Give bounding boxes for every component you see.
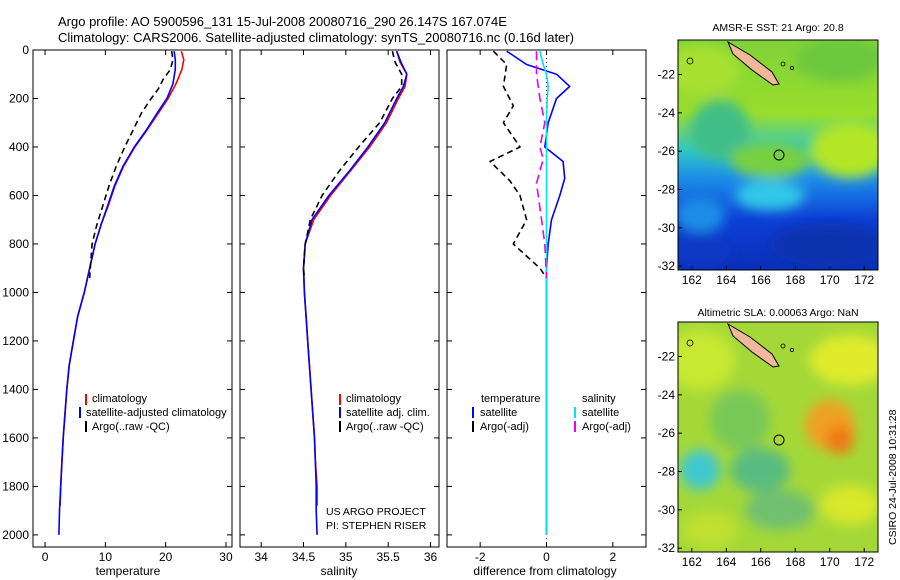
map-x-tick-label: 172 [854,273,874,287]
x-tick-label: 10 [99,550,113,564]
x-tick-label: 2 [609,550,616,564]
series-line-argo-raw-qc [88,51,174,278]
figure-title-line1: Argo profile: AO 5900596_131 15-Jul-2008… [58,14,507,29]
x-tick-label: 0 [42,550,49,564]
y-tick-label: 400 [9,140,29,154]
legend-label-sal-argo: Argo(-adj) [582,421,631,433]
y-tick-label: 600 [9,188,29,202]
series-line-temperature-argo-adj [489,50,548,279]
legend-label-climatology: climatology [346,393,402,405]
series-line-satellite-adjusted-climatology [58,51,177,535]
legend-heading-temperature: temperature [481,393,540,405]
x-tick-label: 34 [254,550,268,564]
x-tick-label: 35 [339,550,353,564]
legend-label-climatology: climatology [92,393,148,405]
series-line-satellite-adj-clim [302,50,408,535]
y-tick-label: 1000 [2,285,29,299]
sst-map-frame [677,39,879,271]
x-tick-label: 0 [543,550,550,564]
legend-label-satellite: satellite-adjusted climatology [86,407,227,419]
difference-xlabel: difference from climatology [473,564,616,578]
map-y-tick-label: -30 [658,503,676,517]
legend-label-temp-satellite: satellite [480,407,517,419]
map-x-tick-label: 168 [785,555,805,569]
sst-land-new-caledonia [726,40,780,86]
y-tick-label: 1200 [2,334,29,348]
y-tick-label: 1800 [2,479,29,493]
map-y-tick-label: -22 [658,350,676,364]
sst-map-panel: AMSR-E SST: 21 Argo: 20.8 162 164 166 16 [658,22,879,287]
map-x-tick-label: 166 [751,555,771,569]
series-line-argo-raw-qc [302,51,403,278]
map-y-tick-label: -32 [658,541,676,555]
series-line-salinity-argo-adj [535,51,548,278]
map-y-tick-label: -32 [658,259,676,273]
x-tick-label: 30 [219,550,233,564]
difference-profile-panel: -2 0 2 difference from climatology tempera… [446,49,647,578]
map-x-tick-label: 172 [854,555,874,569]
legend-label-satellite: satellite adj. clim. [346,407,430,419]
legend-heading-salinity: salinity [582,393,616,405]
map-y-tick-label: -28 [658,465,676,479]
map-x-tick-label: 162 [682,555,702,569]
salinity-axes-box [239,49,440,548]
y-tick-label: 2000 [2,528,29,542]
map-x-tick-label: 162 [682,273,702,287]
y-tick-label: 200 [9,91,29,105]
y-tick-label: 1600 [2,431,29,445]
y-tick-label: 0 [22,43,29,57]
legend-label-argo: Argo(..raw -QC) [92,421,170,433]
x-tick-label: 34.5 [292,550,316,564]
map-x-tick-label: 166 [751,273,771,287]
difference-legend: temperature satellite Argo(-adj) salinit… [472,393,631,433]
legend-label-temp-argo: Argo(-adj) [480,421,529,433]
sla-argo-marker-icon [773,434,785,446]
x-tick-label: 20 [159,550,173,564]
temperature-xlabel: temperature [96,564,161,578]
y-tick-label: 800 [9,237,29,251]
map-x-tick-label: 164 [716,555,736,569]
map-x-tick-label: 168 [785,273,805,287]
sla-field [678,322,878,552]
sla-land-new-caledonia [726,322,780,368]
map-y-tick-label: -26 [658,144,676,158]
sla-map-title: Altimetric SLA: 0.00063 Argo: NaN [697,307,858,319]
map-y-tick-label: -28 [658,183,676,197]
temperature-legend: climatology satellite-adjusted climatolo… [79,393,227,433]
salinity-legend: climatology satellite adj. clim. Argo(..… [339,393,430,433]
map-y-tick-label: -30 [658,221,676,235]
map-x-tick-label: 164 [716,273,736,287]
pi-credit: PI: STEPHEN RISER [326,520,427,532]
sst-argo-marker-icon [773,149,785,161]
legend-label-argo: Argo(..raw -QC) [346,421,424,433]
salinity-profile-panel: 34 34.5 35 35.5 36 salinity climatology sate… [239,49,440,578]
x-tick-label: 35.5 [377,550,401,564]
x-tick-label: 36 [424,550,438,564]
sst-field [678,40,878,270]
sla-map-frame [677,321,879,553]
figure-title-line2: Climatology: CARS2006. Satellite-adjuste… [58,30,574,45]
y-tick-label: 1400 [2,382,29,396]
temperature-axes-box [32,49,233,548]
map-y-tick-label: -22 [658,68,676,82]
series-line-salinity-satellite [539,51,550,535]
csiro-timestamp: CSIRO 24-Jul-2008 10:31:28 [887,409,899,545]
legend-label-sal-satellite: satellite [582,407,619,419]
project-credit: US ARGO PROJECT [326,506,426,518]
map-x-tick-label: 170 [820,555,840,569]
sst-map-title: AMSR-E SST: 21 Argo: 20.8 [712,22,843,34]
sla-map-panel: Altimetric SLA: 0.00063 Argo: NaN 1 [658,307,879,569]
salinity-xlabel: salinity [321,564,358,578]
temperature-profile-panel: 0 10 20 30 0 200 400 600 800 1000 1200 1400 1600 1800… [2,43,233,578]
x-tick-label: -2 [475,550,486,564]
map-y-tick-label: -24 [658,106,676,120]
map-y-tick-label: -26 [658,426,676,440]
map-y-tick-label: -24 [658,388,676,402]
map-x-tick-label: 170 [820,273,840,287]
